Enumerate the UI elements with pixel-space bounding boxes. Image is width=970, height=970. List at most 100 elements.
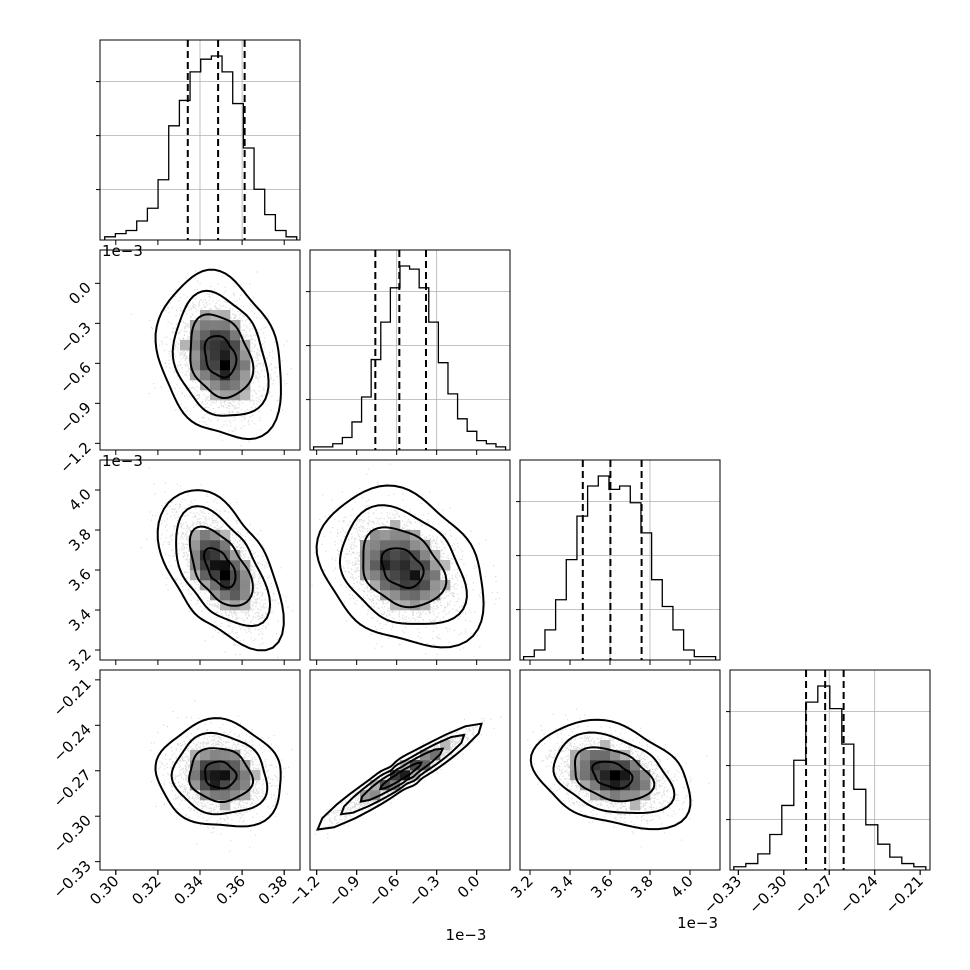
- histogram-step: [733, 685, 927, 870]
- density-cell: [230, 340, 241, 351]
- density-cell: [410, 570, 421, 581]
- density-cell: [630, 790, 641, 801]
- density-cell: [230, 370, 241, 381]
- histogram-panel-2: [516, 459, 721, 665]
- density-cell: [230, 760, 241, 771]
- y-tick-label: 3.2: [65, 645, 95, 675]
- y-tick-label: −0.3: [56, 318, 94, 356]
- x-tick-label: −0.24: [836, 872, 881, 917]
- density-cell: [190, 320, 201, 331]
- density-cell: [190, 550, 201, 561]
- density-cell: [230, 790, 241, 801]
- density-cell: [220, 530, 231, 541]
- density-cell: [390, 600, 401, 611]
- density-cell: [610, 790, 621, 801]
- density-cell: [220, 390, 231, 401]
- contour-line: [175, 505, 272, 628]
- density-cell: [220, 340, 231, 351]
- density-cell: [220, 570, 231, 581]
- density-cell: [580, 770, 591, 781]
- density-cell: [440, 560, 451, 571]
- density-cell: [230, 580, 241, 591]
- density-cell: [180, 340, 191, 351]
- density-cell: [190, 570, 201, 581]
- density-cell: [240, 390, 251, 401]
- density-cell: [240, 350, 251, 361]
- density-cell: [370, 530, 381, 541]
- axes-frame: [729, 669, 931, 871]
- density-cell: [630, 760, 641, 771]
- density-cell: [370, 550, 381, 561]
- contour-line: [189, 313, 255, 399]
- contour-line: [529, 718, 692, 831]
- density-cell: [640, 770, 651, 781]
- density-cell: [440, 740, 451, 751]
- density-cell: [240, 790, 251, 801]
- panel-content: [150, 700, 293, 852]
- density-cell: [600, 740, 611, 751]
- density-cell: [390, 780, 401, 791]
- density-cell: [420, 550, 431, 561]
- density-cell: [200, 530, 211, 541]
- density-cell: [390, 590, 401, 601]
- density-cell: [430, 550, 441, 561]
- density-cell: [420, 560, 431, 571]
- density-cell: [420, 750, 431, 761]
- density-cell: [210, 590, 221, 601]
- density-cell: [390, 580, 401, 591]
- density-cell: [610, 780, 621, 791]
- density-cell: [200, 330, 211, 341]
- density-cell: [210, 320, 221, 331]
- density-cell: [210, 360, 221, 371]
- density-cell: [370, 540, 381, 551]
- density-cell: [210, 570, 221, 581]
- density-cell: [370, 790, 381, 801]
- density-cell: [580, 760, 591, 771]
- x-tick-label: −0.21: [882, 872, 927, 917]
- x-tick-label: 3.4: [547, 872, 577, 902]
- density-cell: [200, 790, 211, 801]
- density-cell: [220, 780, 231, 791]
- density-cell: [190, 760, 201, 771]
- density-cell: [240, 770, 251, 781]
- density-cell: [570, 750, 581, 761]
- density-cell: [240, 780, 251, 791]
- density-cell: [360, 550, 371, 561]
- contour-line: [188, 747, 255, 803]
- contour-line: [156, 489, 285, 652]
- density-cell: [200, 750, 211, 761]
- density-cell: [380, 540, 391, 551]
- density-cell: [230, 780, 241, 791]
- scatter-panel-3-2: 3.2 3.4 3.6 3.8 4.0: [507, 669, 721, 902]
- density-cell: [230, 380, 241, 391]
- density-cell: [190, 340, 201, 351]
- x-tick-label: −1.2: [285, 872, 323, 910]
- axes-frame: [309, 249, 511, 451]
- density-cell: [420, 760, 431, 771]
- density-cell: [200, 560, 211, 571]
- x-tick-label: 0.30: [86, 872, 122, 908]
- panel-content: [310, 716, 502, 840]
- y-tick-label: −0.30: [50, 811, 95, 856]
- density-cell: [430, 580, 441, 591]
- contour-line: [204, 760, 238, 790]
- density-cell: [400, 550, 411, 561]
- density-cell: [600, 760, 611, 771]
- density-cell: [390, 530, 401, 541]
- density-cell: [610, 770, 621, 781]
- density-cell: [580, 780, 591, 791]
- x-offset-label: 1e−3: [677, 914, 718, 932]
- density-cell: [410, 590, 421, 601]
- density-cell: [620, 790, 631, 801]
- density-cell: [230, 770, 241, 781]
- density-cell: [410, 540, 421, 551]
- density-cell: [380, 590, 391, 601]
- density-cell: [220, 380, 231, 391]
- density-cell: [220, 350, 231, 361]
- density-cell: [420, 540, 431, 551]
- x-tick-label: 4.0: [667, 872, 697, 902]
- x-tick-label: −0.30: [745, 872, 790, 917]
- y-tick-label: 3.8: [65, 525, 95, 555]
- density-cell: [220, 310, 231, 321]
